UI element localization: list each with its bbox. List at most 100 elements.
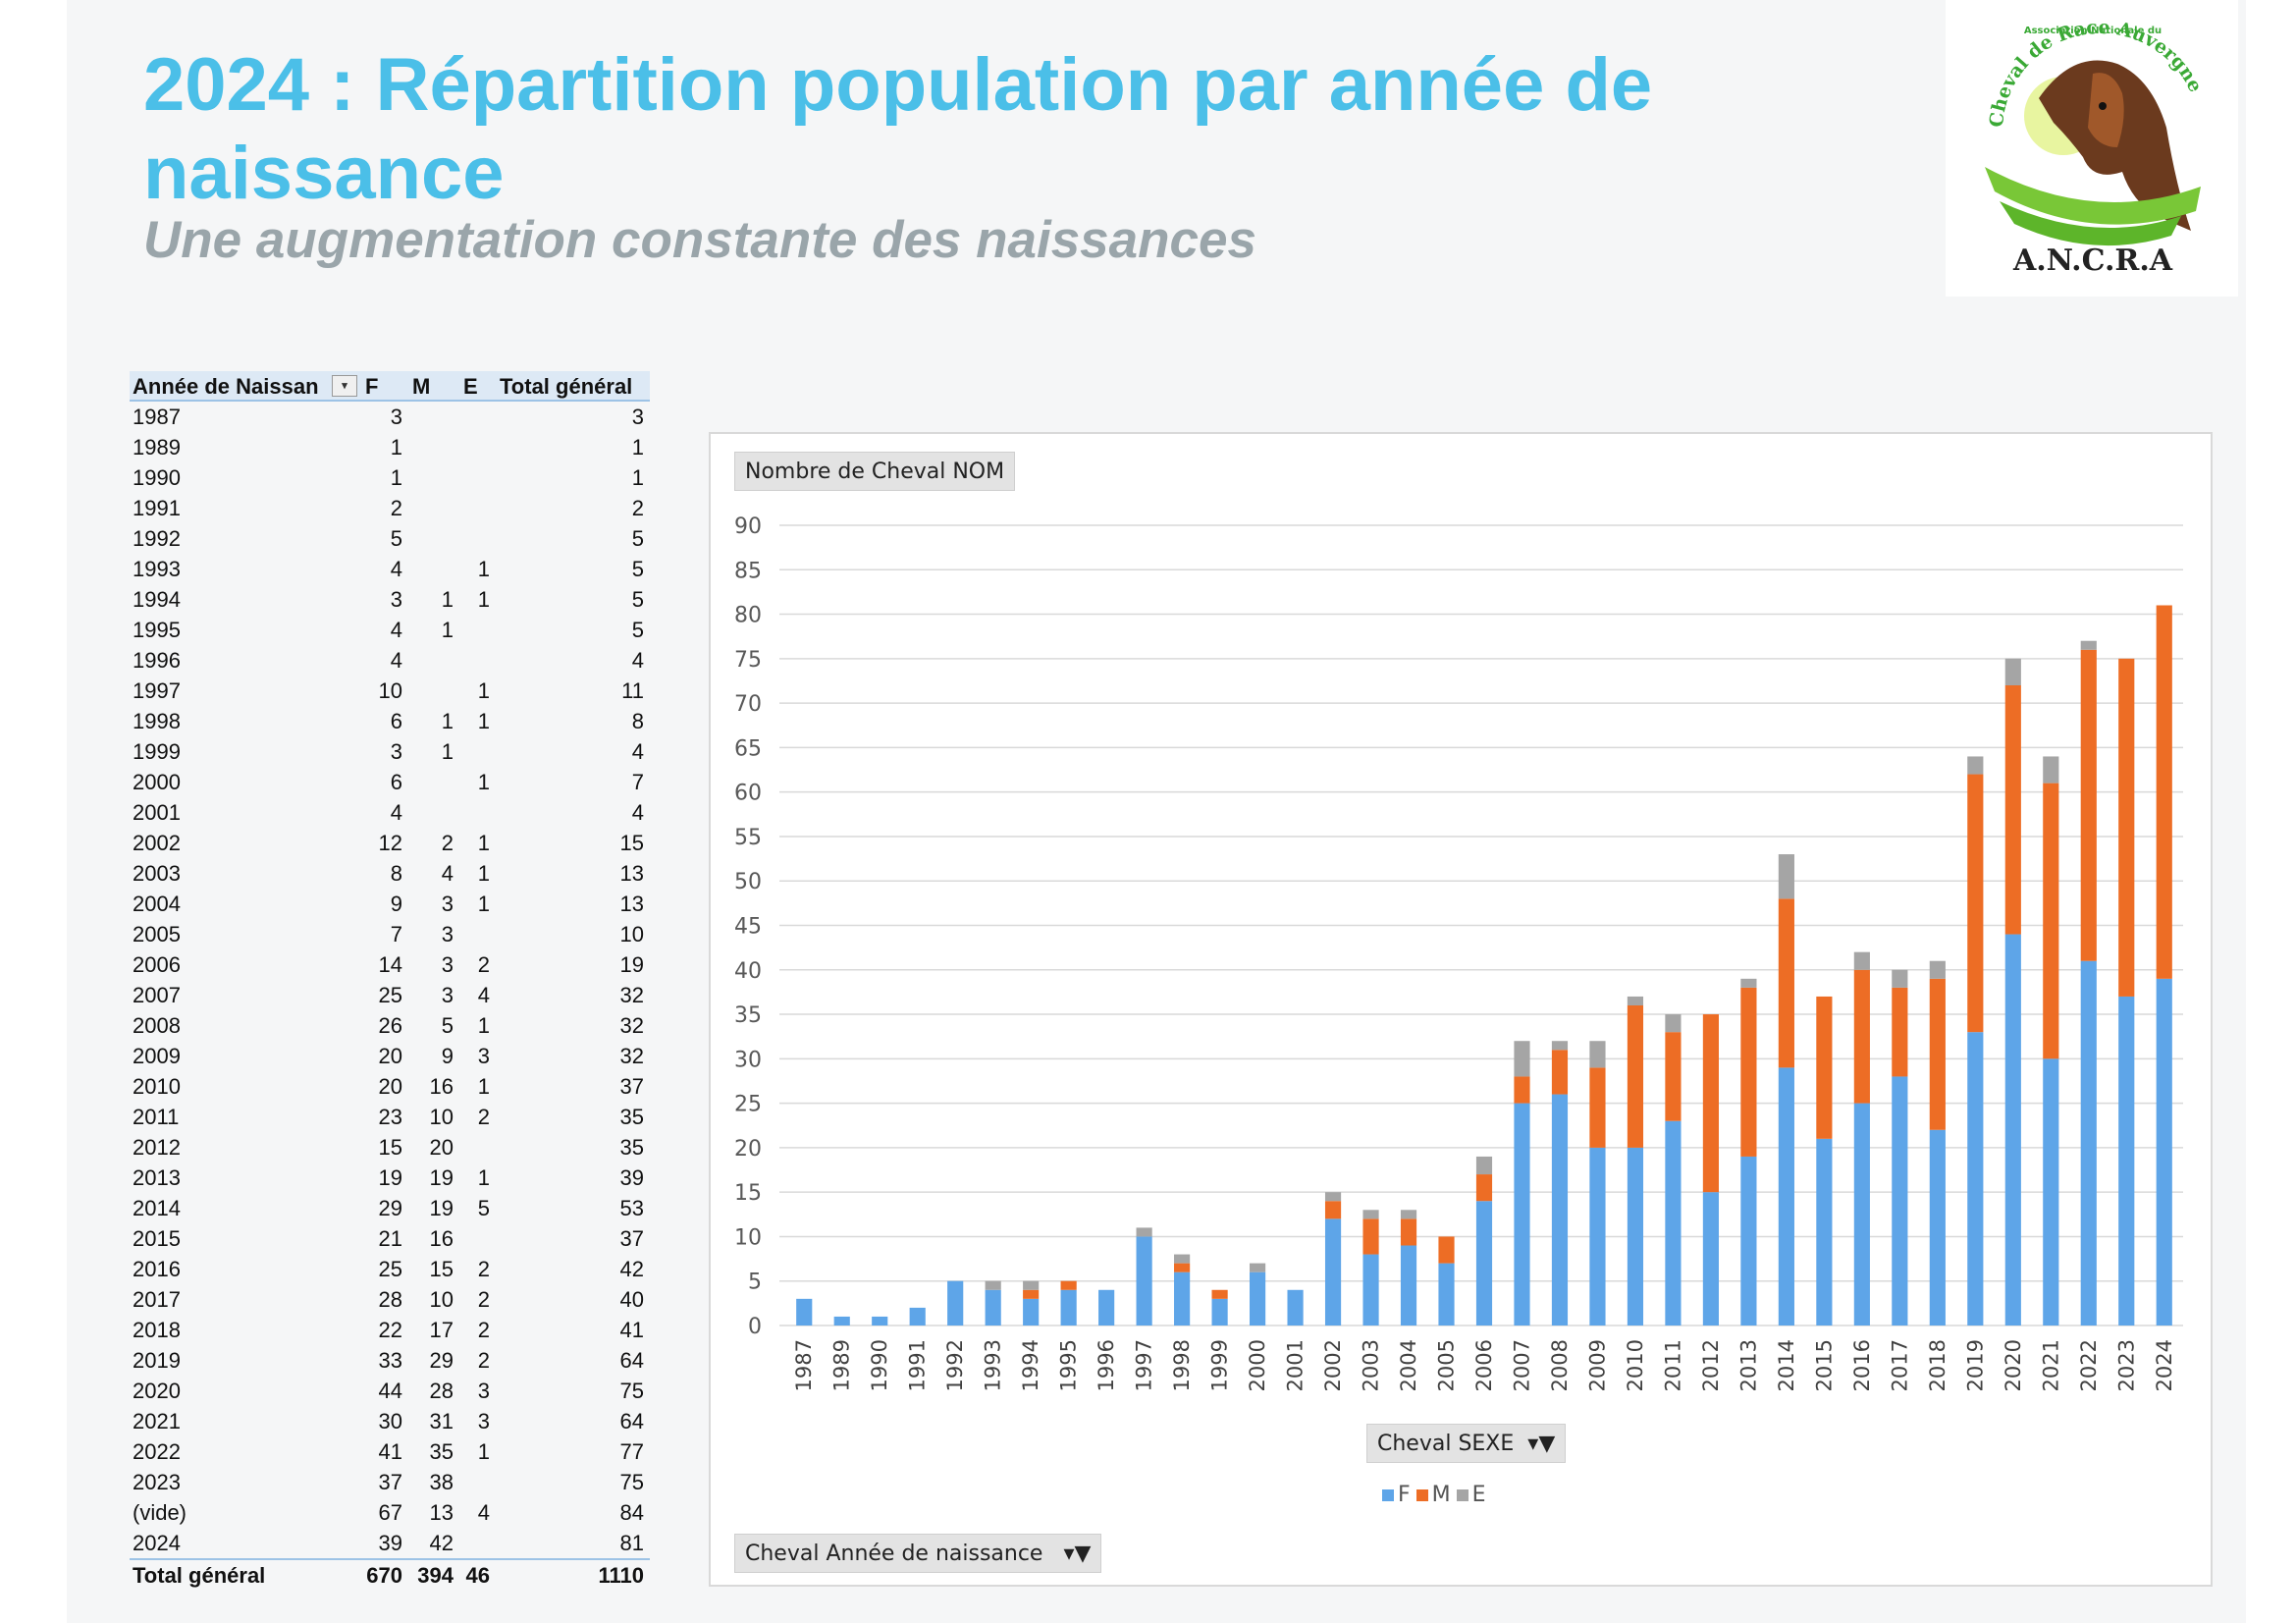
pivot-row: 2005 7 3 10 (130, 919, 650, 949)
pivot-cell-e: 1 (477, 709, 490, 733)
bar-m-2010 (1627, 1005, 1644, 1148)
pivot-cell-f: 37 (378, 1470, 402, 1494)
pivot-cell-year: 2017 (133, 1287, 181, 1312)
pivot-cell-year: 2021 (133, 1409, 181, 1434)
pivot-total-grand: 1110 (598, 1563, 644, 1588)
pivot-cell-total: 75 (619, 1470, 644, 1494)
chart-canvas: 0 5 10 15 20 25 30 35 40 45 50 55 60 65 70 75 80 85 90 1987… (734, 514, 2183, 1391)
bar-m-2005 (1438, 1236, 1455, 1264)
pivot-row: 1994 3 1 1 5 (130, 584, 650, 615)
pivot-row: 2016 25 15 2 42 (130, 1254, 650, 1284)
pivot-cell-f: 14 (378, 952, 402, 977)
bar-m-2018 (1929, 978, 1946, 1130)
pivot-row: 2001 4 4 (130, 797, 650, 828)
pivot-cell-e: 1 (477, 557, 490, 581)
pivot-header-f: F (365, 374, 379, 399)
bar-e-2011 (1665, 1014, 1682, 1033)
pivot-cell-f: 22 (378, 1318, 402, 1342)
y-tick-label: 45 (734, 915, 762, 940)
pivot-cell-m: 19 (429, 1196, 454, 1220)
pivot-cell-m: 19 (429, 1165, 454, 1190)
pivot-cell-total: 5 (631, 618, 644, 642)
pivot-cell-f: 7 (390, 922, 402, 947)
pivot-row: 2007 25 3 4 32 (130, 980, 650, 1010)
bar-m-2022 (2080, 649, 2097, 961)
pivot-row: 1991 2 2 (130, 493, 650, 523)
pivot-cell-m: 38 (429, 1470, 454, 1494)
x-tick-label: 2005 (1435, 1339, 1459, 1391)
pivot-cell-year: 1994 (133, 587, 181, 612)
pivot-row: 2015 21 16 37 (130, 1223, 650, 1254)
pivot-cell-total: 84 (619, 1500, 644, 1525)
bar-f-2015 (1816, 1138, 1833, 1325)
pivot-cell-total: 53 (619, 1196, 644, 1220)
pivot-cell-total: 42 (619, 1257, 644, 1281)
pivot-cell-m: 2 (441, 831, 454, 855)
pivot-table: Année de Naissan ▾ F M E Total général 1… (130, 371, 650, 1589)
pivot-cell-total: 13 (619, 892, 644, 916)
bar-m-2009 (1589, 1067, 1606, 1148)
pivot-total-row: Total général 670 394 46 1110 (130, 1558, 650, 1589)
pivot-cell-total: 3 (631, 405, 644, 429)
bar-e-2006 (1475, 1156, 1493, 1175)
bar-f-2009 (1589, 1147, 1606, 1325)
pivot-cell-f: 4 (390, 557, 402, 581)
bar-m-2008 (1551, 1050, 1569, 1095)
legend-field-button[interactable]: Cheval SEXE ▾▼ (1366, 1424, 1567, 1463)
bar-m-1999 (1211, 1289, 1228, 1299)
y-tick-label: 15 (734, 1181, 762, 1206)
bar-e-2009 (1589, 1041, 1606, 1068)
pivot-cell-f: 26 (378, 1013, 402, 1038)
bar-e-2004 (1400, 1210, 1417, 1219)
pivot-cell-total: 39 (619, 1165, 644, 1190)
pivot-cell-e: 2 (477, 1348, 490, 1373)
bar-f-2002 (1324, 1218, 1342, 1325)
x-tick-label: 2003 (1360, 1339, 1383, 1391)
bar-m-2003 (1362, 1218, 1379, 1255)
bar-e-1993 (985, 1280, 1001, 1290)
pivot-cell-f: 3 (390, 587, 402, 612)
axis-field-button[interactable]: Cheval Année de naissance ▾▼ (734, 1534, 1102, 1573)
pivot-cell-year: 1995 (133, 618, 181, 642)
bar-m-2017 (1892, 987, 1908, 1077)
pivot-row: 2003 8 4 1 13 (130, 858, 650, 889)
pivot-cell-f: 25 (378, 983, 402, 1007)
pivot-cell-year: 2000 (133, 770, 181, 794)
pivot-cell-year: 2012 (133, 1135, 181, 1160)
pivot-cell-total: 4 (631, 800, 644, 825)
year-filter-dropdown[interactable]: ▾ (332, 375, 357, 397)
pivot-cell-total: 35 (619, 1135, 644, 1160)
legend-swatch-m (1415, 1489, 1428, 1501)
x-tick-label: 2001 (1284, 1339, 1308, 1391)
bar-m-2024 (2156, 605, 2172, 979)
pivot-row: 1996 4 4 (130, 645, 650, 676)
x-tick-label: 1991 (906, 1339, 930, 1391)
pivot-cell-m: 29 (429, 1348, 454, 1373)
pivot-cell-m: 1 (441, 587, 454, 612)
pivot-cell-f: 67 (378, 1500, 402, 1525)
pivot-row: 2019 33 29 2 64 (130, 1345, 650, 1376)
pivot-cell-m: 3 (441, 952, 454, 977)
bar-m-1995 (1060, 1280, 1077, 1290)
bar-f-2013 (1740, 1156, 1757, 1325)
pivot-cell-year: 1992 (133, 526, 181, 551)
bar-f-2008 (1551, 1094, 1569, 1325)
pivot-cell-total: 64 (619, 1348, 644, 1373)
pivot-cell-f: 23 (378, 1105, 402, 1129)
x-tick-label: 2010 (1624, 1339, 1647, 1391)
y-tick-label: 35 (734, 1003, 762, 1028)
bar-f-2023 (2118, 996, 2135, 1325)
bar-m-2020 (2004, 685, 2021, 935)
bar-m-2006 (1475, 1174, 1493, 1202)
x-tick-label: 1999 (1208, 1339, 1232, 1391)
value-field-button[interactable]: Nombre de Cheval NOM (734, 452, 1016, 491)
x-tick-label: 2004 (1397, 1339, 1420, 1391)
pivot-cell-year: 2010 (133, 1074, 181, 1099)
bar-f-1997 (1136, 1236, 1152, 1325)
pivot-cell-year: 2008 (133, 1013, 181, 1038)
x-tick-label: 2023 (2114, 1339, 2138, 1391)
pivot-cell-total: 32 (619, 1013, 644, 1038)
pivot-cell-m: 16 (429, 1226, 454, 1251)
bar-f-1998 (1174, 1271, 1191, 1325)
x-tick-label: 2020 (2002, 1339, 2025, 1391)
